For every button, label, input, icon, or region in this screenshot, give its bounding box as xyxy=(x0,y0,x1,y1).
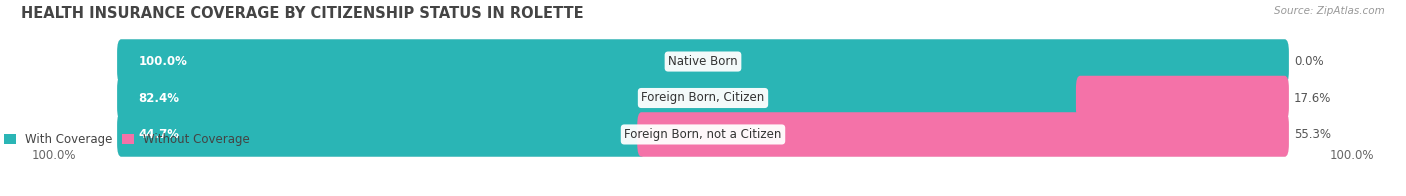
FancyBboxPatch shape xyxy=(1076,76,1289,120)
Text: 44.7%: 44.7% xyxy=(139,128,180,141)
Text: Foreign Born, not a Citizen: Foreign Born, not a Citizen xyxy=(624,128,782,141)
Text: 100.0%: 100.0% xyxy=(1330,149,1375,162)
FancyBboxPatch shape xyxy=(117,112,1289,157)
FancyBboxPatch shape xyxy=(117,39,1289,84)
FancyBboxPatch shape xyxy=(117,76,1084,120)
Text: 100.0%: 100.0% xyxy=(31,149,76,162)
FancyBboxPatch shape xyxy=(637,112,1289,157)
Text: Foreign Born, Citizen: Foreign Born, Citizen xyxy=(641,92,765,104)
Text: 100.0%: 100.0% xyxy=(139,55,187,68)
Text: 55.3%: 55.3% xyxy=(1294,128,1331,141)
Legend: With Coverage, Without Coverage: With Coverage, Without Coverage xyxy=(0,129,254,151)
Text: 0.0%: 0.0% xyxy=(1294,55,1323,68)
FancyBboxPatch shape xyxy=(117,112,645,157)
FancyBboxPatch shape xyxy=(117,76,1289,120)
Text: 82.4%: 82.4% xyxy=(139,92,180,104)
Text: HEALTH INSURANCE COVERAGE BY CITIZENSHIP STATUS IN ROLETTE: HEALTH INSURANCE COVERAGE BY CITIZENSHIP… xyxy=(21,6,583,21)
Text: Source: ZipAtlas.com: Source: ZipAtlas.com xyxy=(1274,6,1385,16)
Text: 17.6%: 17.6% xyxy=(1294,92,1331,104)
FancyBboxPatch shape xyxy=(117,39,1289,84)
Text: Native Born: Native Born xyxy=(668,55,738,68)
